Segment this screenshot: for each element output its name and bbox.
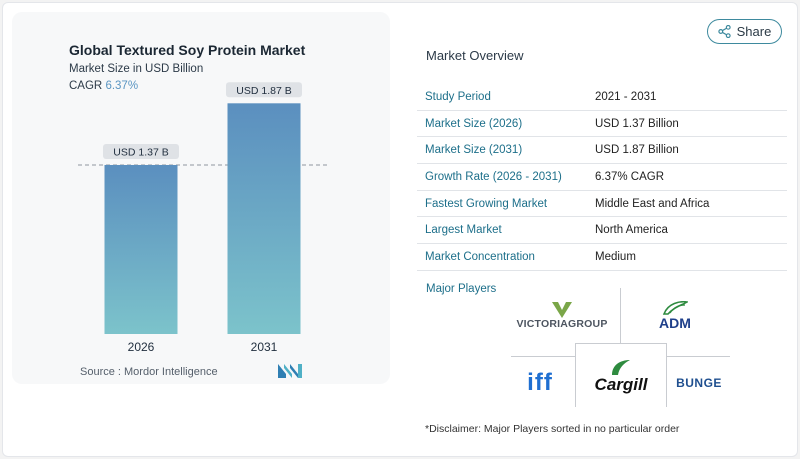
data-label-bg [103, 143, 179, 159]
share-button[interactable]: Share [707, 19, 782, 44]
cagr-label: CAGR [69, 80, 103, 92]
data-label: USD 1.37 B [113, 146, 168, 158]
cagr-value: 6.37% [105, 80, 139, 92]
chart-card [12, 12, 390, 384]
bar-chart: USD 1.37 B 2026 USD 1.87 B 2031 [78, 82, 328, 354]
player-adm-name: ADM [659, 315, 691, 331]
overview-value: 2021 - 2031 [595, 90, 657, 103]
overview-row: Largest Market North America [417, 217, 787, 245]
x-tick-label: 2031 [251, 340, 278, 354]
overview-value: Medium [595, 250, 636, 263]
grid-divider [575, 343, 576, 407]
player-bunge: BUNGE [670, 368, 728, 398]
cargill-leaf-icon [612, 360, 630, 375]
overview-row: Market Size (2026) USD 1.37 Billion [417, 111, 787, 138]
overview-value: USD 1.87 Billion [595, 144, 679, 157]
victoriagroup-logo-icon [552, 302, 572, 318]
overview-value: North America [595, 224, 668, 237]
player-adm: ADM [640, 298, 710, 334]
overview-row: Market Concentration Medium [417, 244, 787, 271]
overview-key: Market Size (2026) [425, 117, 523, 130]
player-victoriagroup-name: VICTORIAGROUP [516, 318, 608, 330]
major-players-title: Major Players [426, 283, 497, 295]
grid-divider [666, 356, 730, 357]
share-label: Share [736, 24, 772, 39]
overview-key: Largest Market [425, 224, 502, 237]
overview-row: Growth Rate (2026 - 2031) 6.37% CAGR [417, 164, 787, 191]
grid-divider [511, 356, 575, 357]
grid-divider [666, 343, 667, 407]
player-cargill-name: Cargill [594, 375, 648, 394]
x-tick-label: 2026 [128, 340, 155, 354]
adm-leaf-icon [662, 301, 688, 315]
disclaimer-text: *Disclaimer: Major Players sorted in no … [425, 423, 680, 435]
data-label-bg [226, 82, 302, 98]
mordor-intelligence-logo-icon [278, 364, 302, 378]
grid-divider [575, 343, 667, 344]
overview-key: Fastest Growing Market [425, 197, 548, 210]
chart-subtitle: Market Size in USD Billion [69, 63, 204, 75]
bar-2031 [227, 103, 301, 334]
chart-source: Source : Mordor Intelligence [80, 366, 218, 378]
player-cargill: Cargill [578, 350, 664, 404]
overview-key: Study Period [425, 90, 491, 103]
grid-divider [620, 288, 621, 344]
overview-row: Fastest Growing Market Middle East and A… [417, 191, 787, 218]
overview-title: Market Overview [426, 48, 524, 63]
overview-key: Growth Rate (2026 - 2031) [425, 170, 562, 183]
overview-row: Study Period 2021 - 2031 [417, 84, 787, 111]
overview-value: Middle East and Africa [595, 197, 710, 210]
overview-key: Market Size (2031) [425, 144, 523, 157]
bar-2026 [104, 164, 178, 334]
data-label: USD 1.87 B [236, 85, 291, 97]
player-victoriagroup: VICTORIAGROUP [512, 298, 612, 334]
chart-cagr: CAGR 6.37% [69, 80, 138, 92]
overview-value: USD 1.37 Billion [595, 117, 679, 130]
player-iff-name: iff [527, 369, 553, 396]
share-icon [717, 25, 731, 38]
player-iff: iff [512, 364, 568, 402]
chart-title: Global Textured Soy Protein Market [69, 42, 306, 58]
player-bunge-name: BUNGE [676, 376, 722, 390]
overview-row: Market Size (2031) USD 1.87 Billion [417, 137, 787, 165]
overview-value: 6.37% CAGR [595, 170, 665, 183]
overview-key: Market Concentration [425, 250, 535, 263]
overview-table: Study Period 2021 - 2031 Market Size (20… [417, 84, 787, 271]
